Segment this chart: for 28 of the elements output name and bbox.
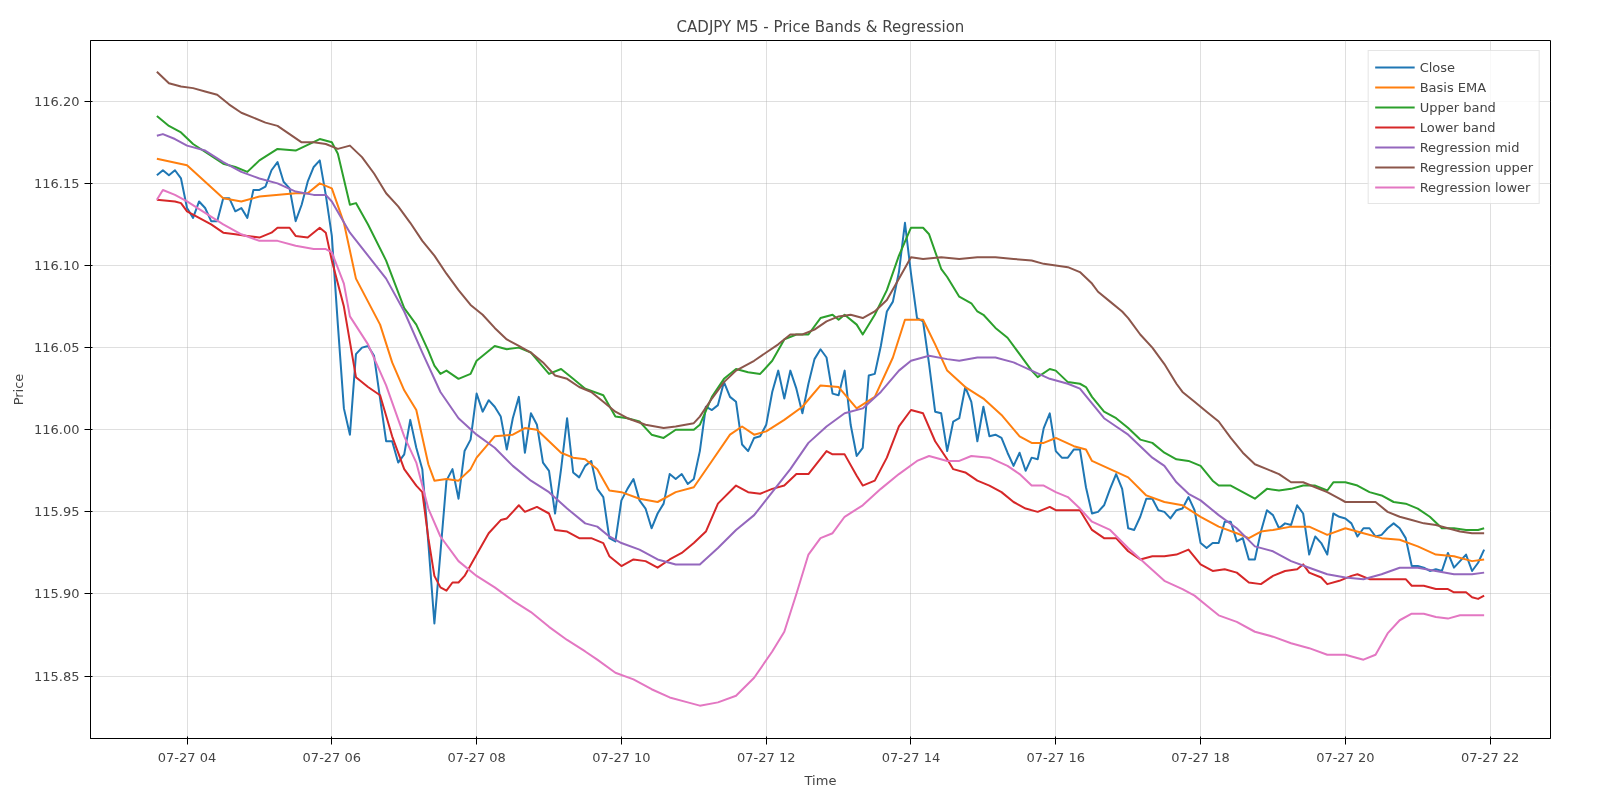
x-tick-label: 07-27 08	[447, 749, 506, 765]
y-tick-label: 115.85	[34, 668, 80, 684]
y-tick-label: 116.20	[34, 93, 80, 109]
legend-label: Regression upper	[1419, 159, 1533, 175]
y-axis-title: Price	[11, 373, 27, 406]
y-tick-label: 116.10	[34, 258, 80, 273]
y-tick-label: 115.95	[34, 504, 80, 520]
legend-label: Close	[1419, 59, 1456, 75]
x-tick-label: 07-27 04	[157, 749, 217, 765]
chart-title: CADJPY M5 - Price Bands & Regression	[676, 17, 965, 36]
legend-label: Basis EMA	[1419, 79, 1487, 95]
legend-label: Lower band	[1419, 119, 1496, 135]
legend-label: Regression lower	[1419, 179, 1531, 195]
y-tick-label: 116.00	[34, 422, 80, 438]
x-tick-label: 07-27 20	[1316, 749, 1375, 765]
y-tick-label: 116.15	[34, 175, 80, 191]
x-tick-label: 07-27 18	[1171, 749, 1230, 765]
x-tick-label: 07-27 06	[302, 749, 362, 765]
legend-label: Upper band	[1419, 99, 1496, 115]
x-axis-title: Time	[803, 772, 837, 788]
legend-label: Regression mid	[1419, 139, 1520, 155]
x-tick-label: 07-27 12	[736, 749, 796, 765]
y-tick-label: 116.05	[34, 340, 80, 356]
x-tick-label: 07-27 10	[592, 749, 651, 765]
x-tick-label: 07-27 16	[1026, 749, 1086, 765]
y-tick-label: 115.90	[34, 586, 80, 602]
x-tick-label: 07-27 14	[881, 749, 941, 765]
x-tick-label: 07-27 22	[1460, 749, 1520, 765]
